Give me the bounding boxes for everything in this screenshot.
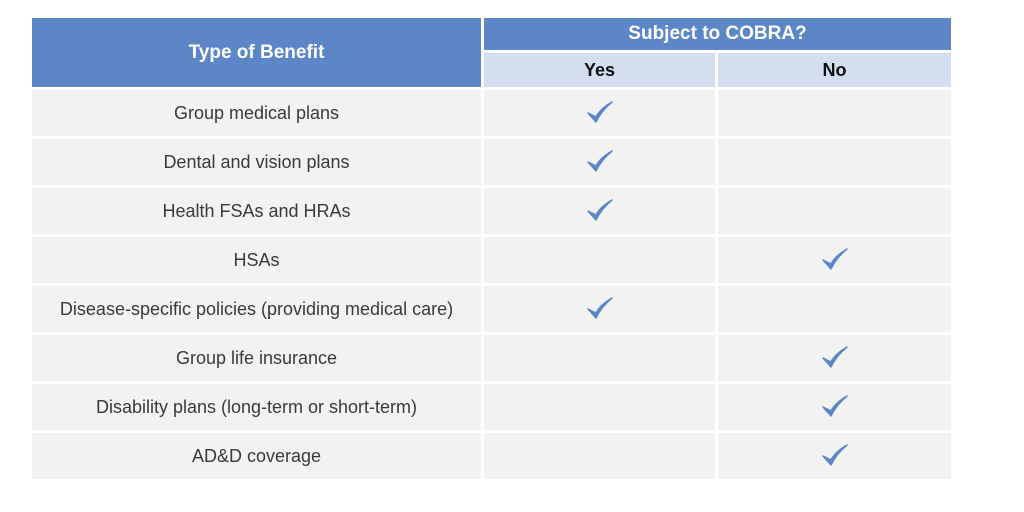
checkmark-icon <box>586 297 613 319</box>
table-row: HSAs <box>32 237 951 283</box>
cell-no <box>718 286 951 332</box>
table-row: Group life insurance <box>32 335 951 381</box>
checkmark-icon <box>821 346 848 368</box>
cell-no <box>718 237 951 283</box>
header-type-of-benefit: Type of Benefit <box>32 18 481 87</box>
header-subject-to-cobra: Subject to COBRA? <box>484 18 951 50</box>
benefit-label: Disability plans (long-term or short-ter… <box>32 384 481 430</box>
table-row: Disease-specific policies (providing med… <box>32 286 951 332</box>
benefit-label: Group life insurance <box>32 335 481 381</box>
checkmark-icon <box>821 248 848 270</box>
cell-yes <box>484 188 715 234</box>
benefit-label: Health FSAs and HRAs <box>32 188 481 234</box>
benefit-label: HSAs <box>32 237 481 283</box>
benefit-label: Disease-specific policies (providing med… <box>32 286 481 332</box>
table-row: Dental and vision plans <box>32 139 951 185</box>
cell-no <box>718 384 951 430</box>
checkmark-icon <box>586 199 613 221</box>
cell-no <box>718 90 951 136</box>
cell-no <box>718 433 951 479</box>
cell-yes <box>484 433 715 479</box>
benefit-label: AD&D coverage <box>32 433 481 479</box>
checkmark-icon <box>821 444 848 466</box>
table-row: Health FSAs and HRAs <box>32 188 951 234</box>
table-body: Group medical plans Dental and vision pla… <box>32 90 951 479</box>
table-row: Group medical plans <box>32 90 951 136</box>
header-yes: Yes <box>484 53 715 87</box>
benefit-label: Dental and vision plans <box>32 139 481 185</box>
cell-yes <box>484 286 715 332</box>
cell-no <box>718 139 951 185</box>
benefit-label: Group medical plans <box>32 90 481 136</box>
cobra-benefits-table: Type of Benefit Subject to COBRA? Yes No… <box>29 15 954 482</box>
header-no: No <box>718 53 951 87</box>
cell-yes <box>484 237 715 283</box>
cell-yes <box>484 384 715 430</box>
cell-yes <box>484 90 715 136</box>
cell-yes <box>484 335 715 381</box>
table-row: AD&D coverage <box>32 433 951 479</box>
checkmark-icon <box>586 101 613 123</box>
cell-no <box>718 188 951 234</box>
checkmark-icon <box>821 395 848 417</box>
cell-no <box>718 335 951 381</box>
cell-yes <box>484 139 715 185</box>
table-row: Disability plans (long-term or short-ter… <box>32 384 951 430</box>
checkmark-icon <box>586 150 613 172</box>
